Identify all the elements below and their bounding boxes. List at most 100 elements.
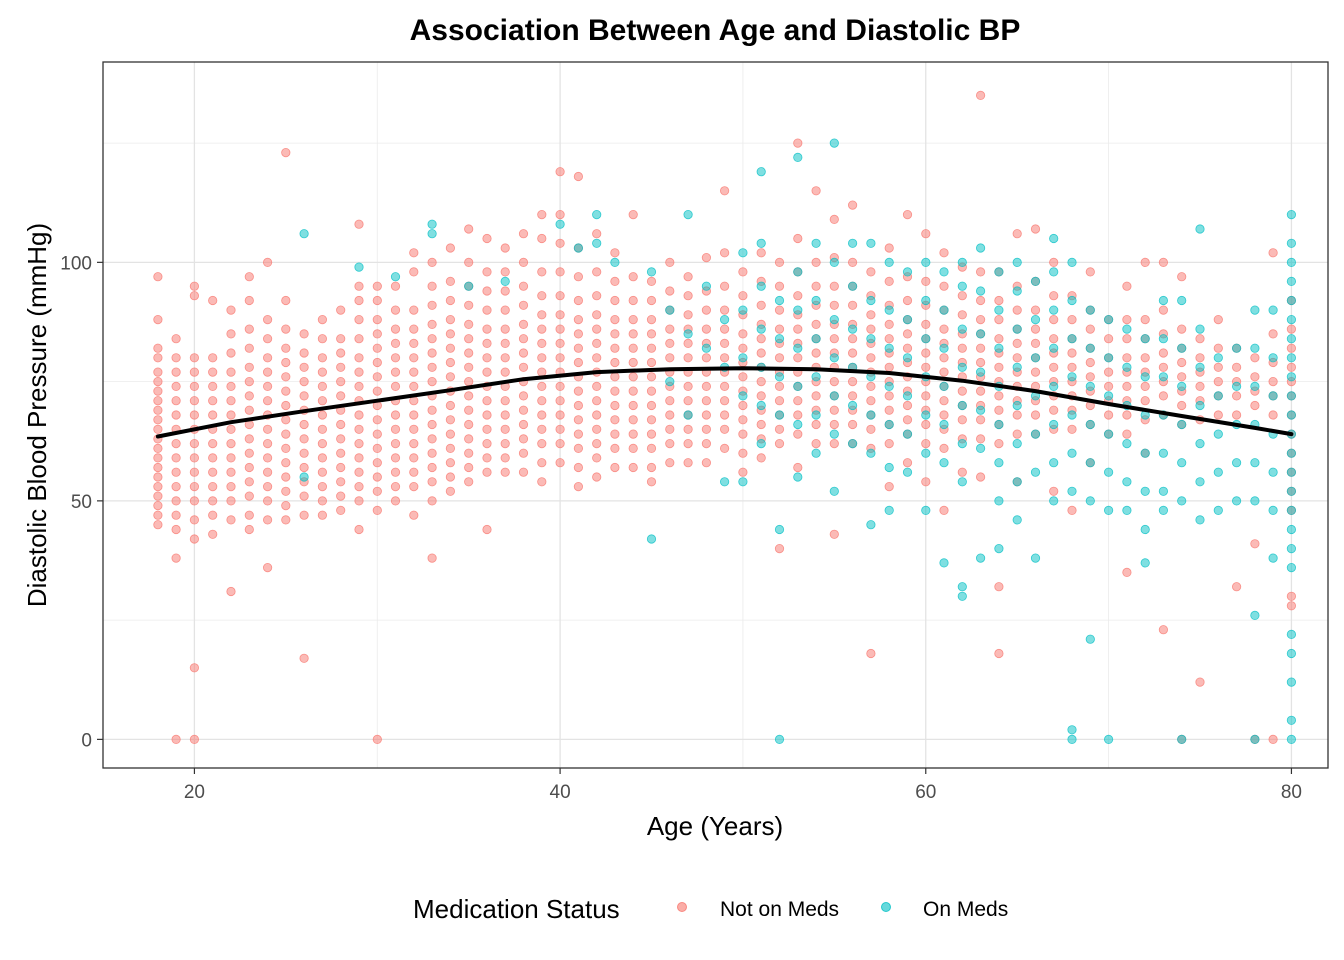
data-point (299, 348, 309, 358)
data-point (409, 467, 419, 477)
data-point (299, 491, 309, 501)
data-point (793, 152, 803, 162)
data-point (665, 376, 675, 387)
data-point (994, 334, 1004, 344)
data-point (372, 281, 382, 291)
data-point (336, 362, 346, 372)
data-point (299, 362, 309, 372)
data-point (409, 338, 419, 348)
data-point (902, 295, 913, 306)
data-point (1104, 314, 1114, 325)
data-point (445, 458, 455, 468)
data-point (665, 305, 675, 315)
data-point (683, 381, 693, 391)
data-point (537, 410, 547, 420)
data-point (409, 248, 419, 258)
data-point (1140, 486, 1150, 496)
data-point (719, 248, 730, 258)
data-point (573, 295, 584, 306)
data-point (518, 257, 529, 267)
data-point (829, 438, 839, 449)
data-point (518, 229, 529, 239)
data-point (939, 419, 949, 430)
data-point (994, 343, 1004, 353)
data-point (1012, 286, 1022, 296)
data-point (774, 410, 785, 420)
data-point (1030, 224, 1041, 234)
data-point (189, 663, 199, 673)
data-point (317, 438, 327, 449)
data-point (262, 367, 273, 377)
data-point (1286, 372, 1297, 382)
data-point (866, 353, 876, 363)
data-point (573, 462, 584, 473)
data-point (884, 362, 894, 372)
data-point (592, 410, 602, 420)
data-point (262, 334, 273, 344)
data-point (537, 233, 547, 244)
data-point (1195, 381, 1205, 391)
data-point (1104, 410, 1114, 420)
data-point (317, 367, 327, 377)
data-point (994, 458, 1004, 468)
data-point (1195, 477, 1205, 487)
data-point (957, 467, 967, 477)
data-point (518, 319, 529, 329)
data-point (902, 458, 913, 468)
data-point (994, 648, 1004, 659)
data-point (683, 410, 693, 420)
data-point (171, 396, 181, 406)
data-point (884, 438, 894, 449)
data-point (281, 400, 291, 411)
data-point (1049, 343, 1059, 353)
data-point (1012, 338, 1022, 348)
data-point (464, 300, 474, 310)
data-point (994, 391, 1004, 401)
data-point (573, 481, 584, 492)
data-point (701, 458, 712, 468)
data-point (811, 438, 821, 449)
data-point (957, 291, 967, 301)
data-point (409, 424, 419, 434)
data-point (226, 515, 236, 525)
data-point (171, 524, 181, 535)
data-point (573, 386, 584, 396)
data-point (281, 458, 291, 468)
data-point (1030, 305, 1041, 315)
data-point (1104, 391, 1114, 401)
data-point (537, 477, 547, 487)
data-point (153, 376, 163, 387)
data-point (1140, 448, 1150, 458)
data-point (793, 381, 803, 391)
data-point (464, 319, 474, 329)
data-point (1122, 334, 1132, 344)
data-point (390, 481, 401, 492)
data-point (975, 405, 986, 415)
data-point (829, 529, 839, 539)
data-point (1250, 381, 1260, 391)
legend-key-not-on-meds (677, 902, 687, 912)
data-point (372, 734, 382, 745)
data-point (189, 353, 199, 363)
data-point (921, 362, 931, 372)
data-point (665, 286, 675, 296)
data-point (884, 276, 894, 286)
data-point (445, 243, 455, 253)
data-point (390, 496, 401, 506)
data-point (445, 357, 455, 368)
data-point (1158, 348, 1169, 358)
y-tick-label: 100 (60, 253, 92, 274)
data-point (793, 419, 803, 430)
data-point (171, 553, 181, 563)
data-point (610, 276, 620, 286)
data-point (1177, 372, 1187, 382)
data-point (1030, 553, 1041, 563)
data-point (683, 353, 693, 363)
data-point (171, 467, 181, 477)
data-point (317, 410, 327, 420)
data-point (281, 415, 291, 425)
data-point (1140, 314, 1150, 325)
data-point (482, 353, 492, 363)
data-point (628, 357, 638, 368)
data-point (500, 396, 510, 406)
